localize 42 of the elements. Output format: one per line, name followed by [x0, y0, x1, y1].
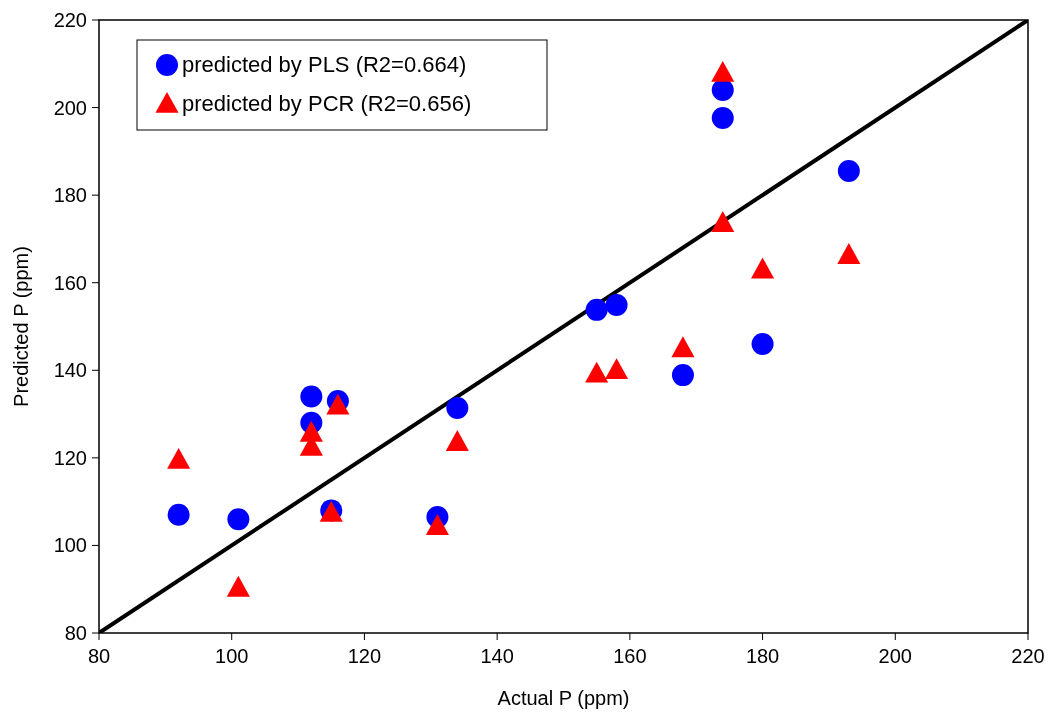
point — [445, 429, 469, 451]
point — [751, 333, 774, 356]
y-tick-label: 180 — [53, 184, 87, 207]
point — [711, 107, 734, 130]
point — [751, 257, 775, 279]
legend-label: predicted by PLS (R2=0.664) — [182, 52, 467, 77]
y-axis-title: Predicted P (ppm) — [10, 246, 32, 407]
point — [671, 364, 694, 387]
point — [300, 385, 323, 408]
y-tick-label: 80 — [64, 622, 87, 644]
point — [446, 396, 469, 419]
x-tick-label: 140 — [480, 645, 514, 667]
point — [837, 243, 861, 264]
legend-label: predicted by PCR (R2=0.656) — [182, 91, 472, 116]
y-tick-label: 100 — [53, 534, 87, 557]
point — [837, 160, 860, 183]
point — [226, 575, 250, 597]
point — [605, 294, 628, 317]
x-tick-label: 220 — [1011, 645, 1045, 667]
x-axis-title: Actual P (ppm) — [497, 687, 630, 709]
point — [167, 447, 191, 469]
point — [167, 503, 190, 526]
y-tick-label: 220 — [53, 9, 87, 31]
point — [711, 211, 735, 232]
point — [711, 60, 735, 82]
point — [227, 508, 250, 531]
point — [711, 79, 734, 102]
y-tick-label: 200 — [53, 96, 87, 119]
point — [425, 514, 449, 535]
point — [605, 358, 629, 380]
point — [585, 361, 609, 383]
y-tick-label: 120 — [53, 446, 87, 469]
x-tick-label: 180 — [745, 645, 780, 667]
x-tick-label: 200 — [878, 645, 912, 667]
x-tick-label: 120 — [347, 645, 382, 667]
y-tick-label: 160 — [53, 271, 87, 294]
y-tick-label: 140 — [53, 359, 87, 382]
x-tick-label: 100 — [215, 645, 249, 667]
point — [671, 336, 695, 358]
x-tick-label: 80 — [87, 645, 111, 667]
x-tick-label: 160 — [613, 645, 647, 667]
point — [585, 298, 608, 321]
